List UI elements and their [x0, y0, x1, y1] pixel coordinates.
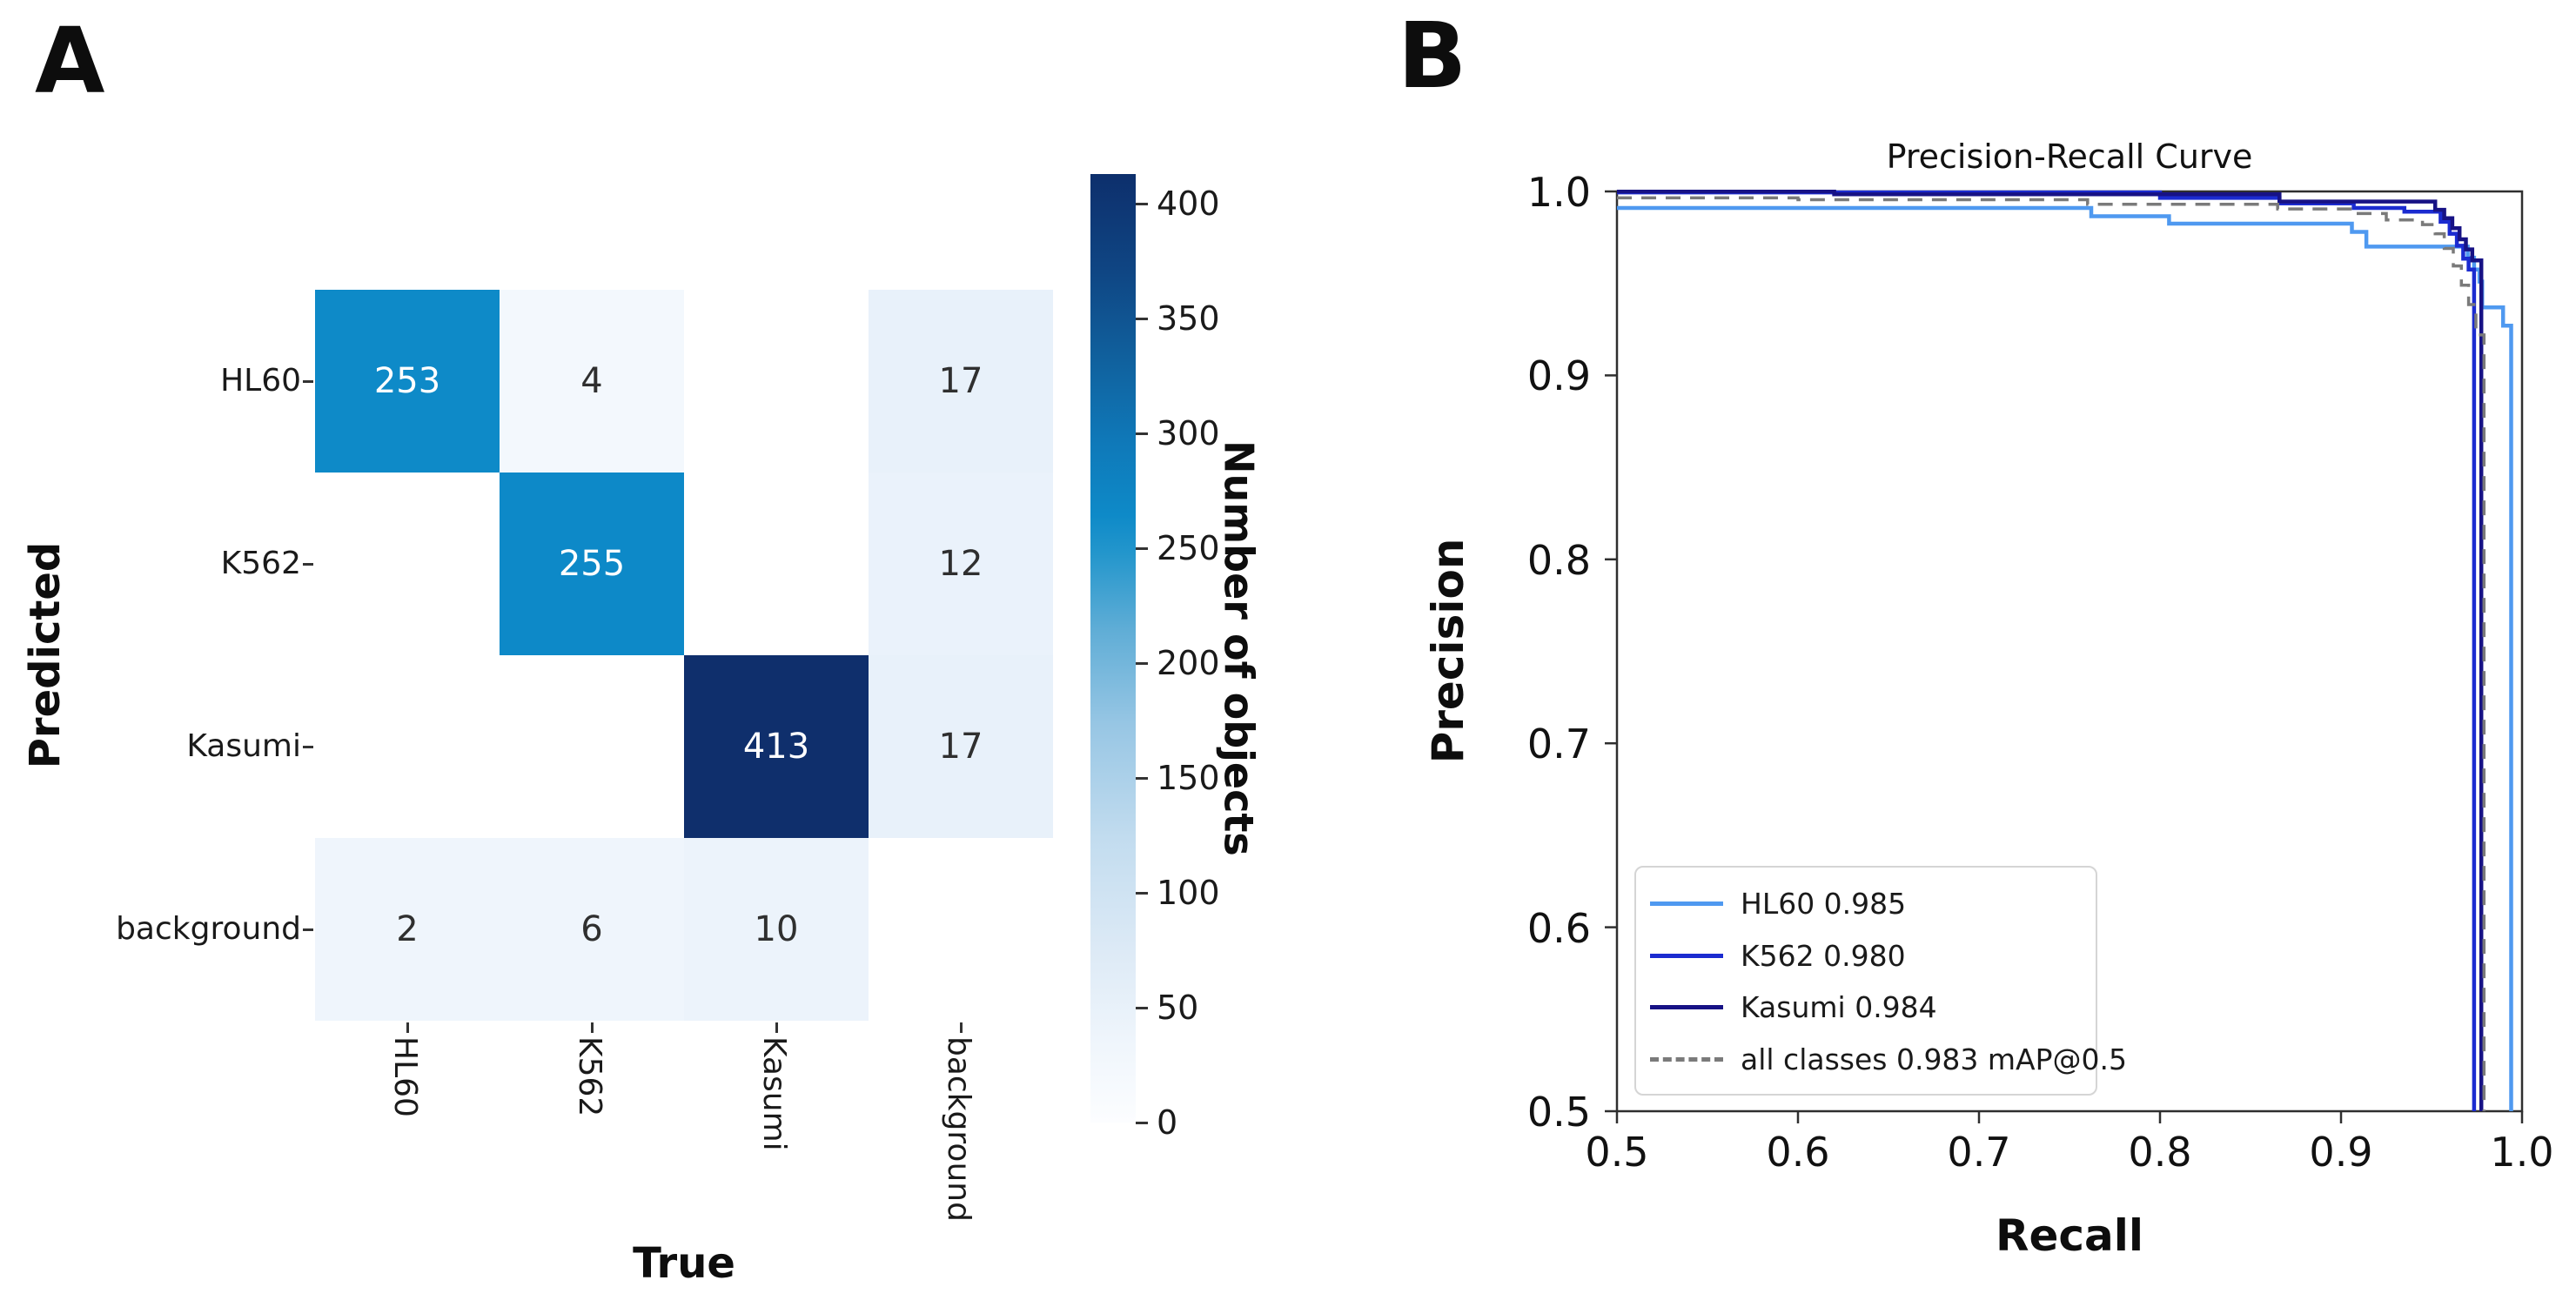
colorbar-tick-label: 350: [1157, 299, 1220, 338]
heatmap-cell: 17: [869, 655, 1053, 838]
colorbar-tick-label: 250: [1157, 529, 1220, 568]
heatmap-row-tick: [303, 563, 313, 566]
heatmap-row-tick: [303, 380, 313, 383]
pr-curves-group: [1617, 190, 2513, 1111]
heatmap-cell: 255: [500, 473, 684, 655]
pr-plot-title: Precision-Recall Curve: [1886, 137, 2253, 176]
legend-item: Kasumi 0.984: [1650, 982, 2087, 1033]
colorbar-tick-mark: [1136, 891, 1148, 895]
colorbar-tick-mark: [1136, 1006, 1148, 1009]
legend-item-label: all classes 0.983 mAP@0.5: [1741, 1042, 2128, 1076]
legend: HL60 0.985 K562 0.980 Kasumi 0.984 all clas…: [1634, 866, 2127, 1096]
heatmap-cell: [684, 473, 869, 655]
heatmap-col-label: Kasumi: [756, 1036, 792, 1151]
pr-x-tick-label: 0.8: [2128, 1129, 2192, 1176]
heatmap-col-label: HL60: [387, 1036, 423, 1117]
colorbar-tick-label: 300: [1157, 414, 1220, 453]
legend-item: K562 0.980: [1650, 930, 2087, 981]
heatmap-row-label: Kasumi: [186, 728, 301, 764]
legend-line-swatch: [1650, 953, 1723, 958]
legend-item-label: HL60 0.985: [1741, 887, 1907, 922]
pr-y-tick-label: 1.0: [1526, 169, 1591, 216]
pr-curve-all: [1617, 196, 2486, 1111]
colorbar-tick-label: 0: [1157, 1103, 1178, 1142]
heatmap-cell: 12: [869, 473, 1053, 655]
colorbar-tick-label: 100: [1157, 874, 1220, 913]
heatmap-cell: 2: [315, 838, 500, 1021]
legend-line-swatch: [1650, 901, 1723, 907]
heatmap-cell: [315, 473, 500, 655]
pr-y-tick-label: 0.8: [1526, 536, 1591, 584]
true-axis-title: True: [633, 1239, 735, 1288]
heatmap-col-tick: [406, 1022, 409, 1033]
colorbar-tick-mark: [1136, 776, 1148, 780]
heatmap-cell: 413: [684, 655, 869, 838]
legend-item-label: K562 0.980: [1741, 938, 1906, 973]
heatmap-cell: [684, 290, 869, 473]
heatmap-row-tick: [303, 928, 313, 931]
heatmap-cell: [500, 655, 684, 838]
heatmap-cell: 4: [500, 290, 684, 473]
colorbar-tick-mark: [1136, 661, 1148, 665]
heatmap-cell: 17: [869, 290, 1053, 473]
pr-x-tick-label: 0.6: [1766, 1129, 1830, 1176]
pr-x-tick-label: 0.9: [2309, 1129, 2373, 1176]
heatmap-col-label: K562: [572, 1036, 607, 1117]
pr-curve-kasumi: [1617, 190, 2484, 1111]
colorbar-tick-label: 400: [1157, 184, 1220, 224]
heatmap-col-tick: [960, 1022, 963, 1033]
heatmap-cell: 253: [315, 290, 500, 473]
pr-x-tick-label: 1.0: [2490, 1129, 2554, 1176]
colorbar-tick-mark: [1136, 202, 1148, 205]
heatmap-cell: 10: [684, 838, 869, 1021]
legend-item-label: Kasumi 0.984: [1741, 990, 1937, 1025]
legend-line-swatch: [1650, 1056, 1723, 1062]
heatmap-cell: [315, 655, 500, 838]
colorbar-tick-mark: [1136, 546, 1148, 550]
confusion-matrix-heatmap: 253 4 17 255 12 413 17 2 6 10: [315, 290, 1053, 1021]
pr-x-tick-label: 0.5: [1585, 1129, 1649, 1176]
colorbar-tick-label: 150: [1157, 759, 1220, 798]
heatmap-col-tick: [775, 1022, 778, 1033]
heatmap-cell: [869, 838, 1053, 1021]
heatmap-row-label: K562: [220, 546, 301, 581]
pr-y-tick-label: 0.7: [1526, 721, 1591, 768]
pr-y-tick-label: 0.6: [1526, 904, 1591, 952]
heatmap-col-label: background: [941, 1036, 976, 1222]
legend-item: HL60 0.985: [1650, 879, 2087, 929]
colorbar-title: Number of objects: [1215, 440, 1263, 856]
colorbar-tick-mark: [1136, 1121, 1148, 1124]
heatmap-col-tick: [591, 1022, 594, 1033]
colorbar-tick-label: 50: [1157, 989, 1199, 1028]
colorbar-tick-mark: [1136, 317, 1148, 320]
panel-b-label: B: [1398, 3, 1467, 109]
pr-x-tick-label: 0.7: [1947, 1129, 2011, 1176]
heatmap-row-tick: [303, 746, 313, 748]
colorbar-tick-mark: [1136, 432, 1148, 435]
colorbar: [1090, 174, 1136, 1123]
legend-item: all classes 0.983 mAP@0.5: [1650, 1034, 2127, 1084]
pr-y-tick-label: 0.9: [1526, 352, 1591, 400]
legend-line-swatch: [1650, 1005, 1723, 1010]
panel-a-label: A: [35, 8, 105, 114]
precision-axis-title: Precision: [1423, 538, 1473, 764]
colorbar-gradient: [1090, 174, 1136, 1123]
heatmap-row-label: HL60: [220, 363, 301, 399]
heatmap-cell: 6: [500, 838, 684, 1021]
colorbar-tick-label: 200: [1157, 644, 1220, 683]
pr-y-tick-label: 0.5: [1526, 1089, 1591, 1136]
heatmap-row-label: background: [116, 911, 301, 947]
recall-axis-title: Recall: [1995, 1210, 2144, 1261]
